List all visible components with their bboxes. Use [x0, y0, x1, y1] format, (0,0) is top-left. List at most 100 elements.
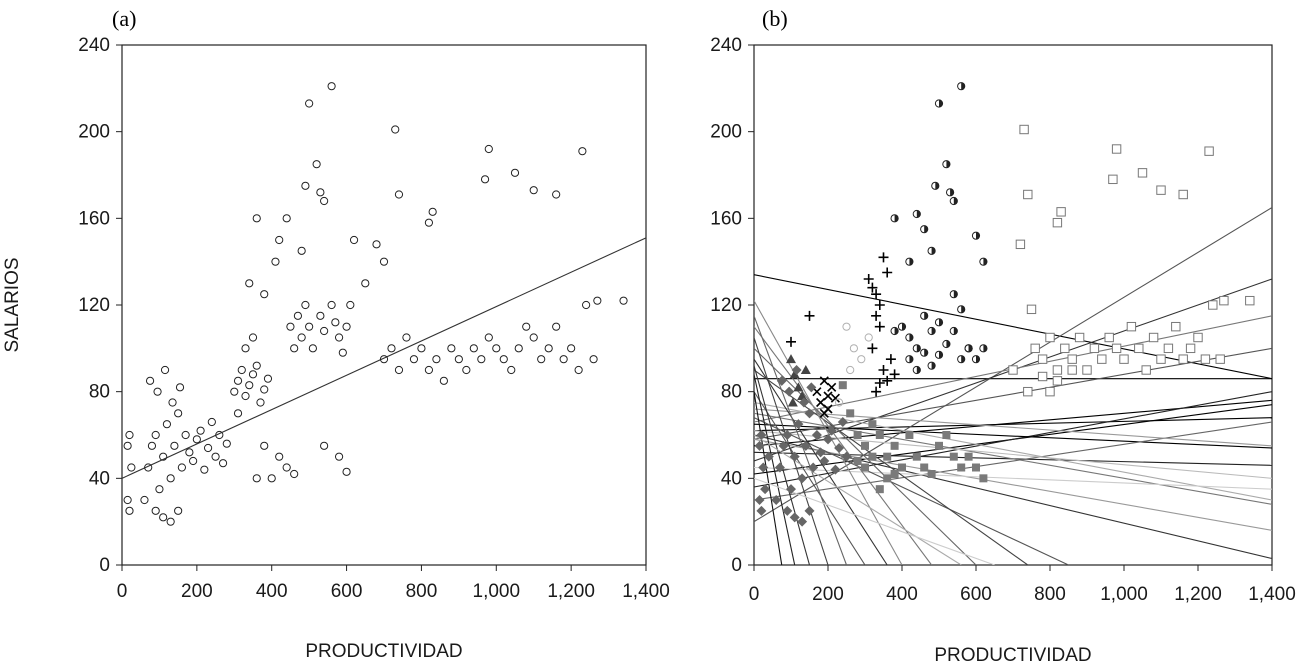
panel-a-series-1-point: [290, 344, 299, 353]
panel-b-y-tick-label: 0: [731, 555, 742, 576]
panel-a-x-tick-label: 1,000: [473, 581, 521, 602]
panel-b-series-4-point: [875, 431, 884, 439]
panel-a-series-1-point: [424, 365, 434, 375]
panel-b-series-1-point: [949, 290, 958, 299]
panel-a-series-1-point: [256, 398, 265, 407]
panel-b-series-5-point: [823, 391, 833, 401]
panel-b-series-7-point: [754, 495, 765, 505]
panel-b-y-ticks: 0 40 80 120 160 200 240: [710, 35, 754, 576]
panel-b-y-tick-label: 120: [710, 295, 742, 316]
panel-a-series-1-point: [282, 214, 291, 223]
panel-a-series-1-point: [248, 333, 258, 342]
panel-b-series-5-point: [816, 397, 826, 408]
panel-b-series-7-point: [763, 451, 774, 462]
panel-a-series-1-point: [301, 300, 310, 310]
panel-b-series-4-point: [846, 409, 855, 418]
panel-a-series-1-point: [155, 485, 164, 494]
panel-b-x-ticks: 0 200 400 600 800 1,000 1,200 1,400: [749, 565, 1296, 605]
panel-b-series-1-point: [927, 326, 936, 336]
panel-b-series-4-point: [868, 452, 877, 461]
panel-a-series-1-point: [123, 441, 132, 450]
panel-b-series-7-point: [784, 386, 795, 397]
panel-b-series-1-point: [934, 99, 944, 108]
panel-b-series-1-point: [912, 365, 921, 375]
panel-b-series-2-point: [1111, 343, 1122, 354]
panel-a-series-1-point: [331, 318, 340, 327]
panel-b-series-7-point: [754, 440, 765, 451]
panel-a-series-1-point: [301, 181, 310, 190]
panel-b-series-6-point: [786, 354, 796, 364]
panel-a-series-1-point: [297, 246, 306, 255]
panel-b-series-3-point: [878, 365, 889, 375]
panel-a-series-1-point: [544, 344, 553, 353]
panel-b-series-7-point: [826, 425, 837, 436]
panel-a-series-1-point: [480, 175, 490, 184]
panel-b-series-3-point: [874, 300, 885, 310]
panel-b-series-2-point: [1067, 365, 1077, 375]
panel-b-series-4-point: [868, 420, 877, 429]
panel-a-series-1-point: [245, 279, 254, 288]
panel-b-series-2-point: [1023, 386, 1033, 397]
panel-b-series-2-point: [1193, 332, 1203, 343]
panel-a-series-1-point: [271, 257, 280, 266]
panel-b-fit-line-25: [754, 300, 903, 565]
panel-b-series-2-point: [1163, 343, 1174, 354]
panel-a-series-1-point: [144, 463, 153, 472]
panel-a-series-1-point: [252, 361, 261, 370]
panel-a-series-1-point: [379, 355, 389, 364]
panel-a-x-tick-label: 200: [181, 581, 213, 602]
panel-b-series-3-point: [874, 378, 885, 388]
panel-b-series-7-point: [793, 419, 804, 430]
panel-a-series-1-point: [125, 506, 134, 515]
panel-a-series-1-point: [484, 144, 493, 154]
panel-b-plot-frame: [753, 44, 1273, 566]
panel-a-series-1-point: [166, 474, 175, 483]
panel-a-series-1-point: [293, 311, 303, 320]
panel-b-series-7-point: [819, 456, 830, 466]
panel-b-series-2-point: [1082, 365, 1092, 375]
panel-b-series-7-point: [804, 505, 815, 516]
panel-a-series-1-point: [282, 463, 291, 472]
panel-a-x-tick-label: 0: [117, 581, 128, 602]
panel-a-series-1-point: [334, 333, 344, 342]
panel-b-series-1-point: [905, 257, 914, 266]
panel-a-series-1-point: [218, 459, 228, 468]
panel-a-y-ticks: 0 40 80 120 160 200 240: [78, 35, 122, 576]
panel-b-series-4-point: [920, 463, 929, 472]
panel-a-series-1-point: [185, 448, 194, 457]
panel-b-series-7-point: [789, 451, 800, 462]
panel-a-label: (a): [112, 6, 136, 31]
panel-a-series-1-point: [394, 190, 404, 199]
panel-a-series-1-point: [346, 300, 355, 310]
panel-b-series-7-point: [815, 447, 826, 458]
panel-a-series-1-point: [196, 426, 205, 435]
panel-a-series-1-point: [286, 322, 295, 331]
panel-b-series-1-point: [890, 214, 899, 223]
panel-a-x-axis-label: PRODUCTIVIDAD: [305, 641, 462, 662]
panel-a-series-1-point: [447, 344, 456, 353]
panel-b-series-8-point: [846, 365, 855, 375]
panel-a-series-1-point: [507, 365, 516, 375]
panel-b-series-7-point: [786, 484, 796, 495]
panel-a-series-1-point: [349, 235, 359, 245]
panel-b-x-tick-label: 400: [886, 584, 918, 605]
panel-b-fit-line-34: [754, 477, 995, 565]
panel-a-y-tick-label: 120: [78, 295, 110, 316]
panel-b-series-7-point: [756, 430, 767, 440]
panel-b-series-2-point: [1037, 371, 1048, 382]
panel-a-series-1-point: [151, 506, 160, 515]
panel-b-series-7-point: [756, 505, 767, 516]
panel-b-series-2-point: [1045, 386, 1055, 397]
panel-b-series-8-point: [842, 322, 851, 331]
panel-b-series-4-point: [949, 452, 958, 461]
panel-a-series-1-point: [394, 365, 404, 375]
panel-b-fit-line-15: [754, 412, 1272, 505]
panel-b-label: (b): [762, 6, 788, 31]
panel-b-series-1-point: [934, 318, 944, 327]
panel-a-series-1-point: [529, 333, 538, 342]
panel-a-series-1-point: [320, 196, 329, 206]
panel-b-series-6-point: [787, 397, 798, 407]
panel-b-series-2-point: [1126, 321, 1137, 332]
panel-b-series-4-point: [898, 463, 906, 472]
panel-b-series-6-point: [789, 369, 800, 379]
